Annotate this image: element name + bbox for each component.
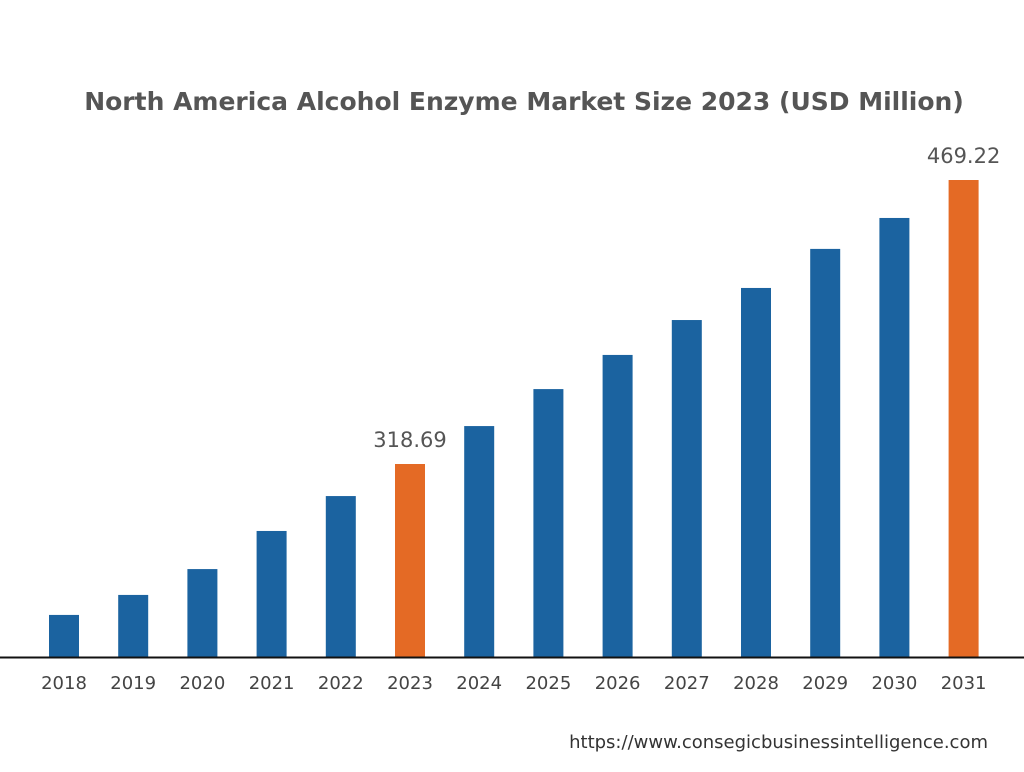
x-tick-label: 2028 [733, 673, 779, 694]
bar-2027 [671, 320, 702, 657]
bar-2021 [256, 530, 287, 657]
x-tick-label: 2030 [871, 673, 917, 694]
x-tick-label: 2031 [941, 673, 987, 694]
x-tick-label: 2019 [110, 673, 156, 694]
x-tick-label: 2029 [802, 673, 848, 694]
bar-2020 [187, 569, 218, 657]
data-label-2031: 469.22 [927, 144, 1000, 168]
bar-2019 [118, 594, 149, 657]
x-tick-label: 2025 [525, 673, 571, 694]
x-tick-label: 2023 [387, 673, 433, 694]
x-tick-label: 2026 [595, 673, 641, 694]
bar-2029 [810, 248, 841, 657]
x-tick-label: 2022 [318, 673, 364, 694]
bar-2023 [395, 464, 425, 657]
x-tick-label: 2020 [179, 673, 225, 694]
bar-2018 [49, 614, 79, 657]
x-tick-label: 2024 [456, 673, 502, 694]
data-label-2023: 318.69 [373, 428, 446, 452]
bar-2031 [948, 180, 979, 657]
source-url: https://www.consegicbusinessintelligence… [569, 732, 988, 753]
bar-2028 [741, 287, 771, 657]
x-tick-label: 2021 [249, 673, 295, 694]
x-tick-label: 2018 [41, 673, 87, 694]
bar-2026 [602, 354, 633, 657]
chart-title: North America Alcohol Enzyme Market Size… [84, 87, 964, 116]
bar-2022 [325, 496, 356, 657]
bar-2030 [879, 217, 910, 658]
bar-2024 [464, 426, 495, 657]
bar-2025 [533, 389, 564, 657]
x-tick-label: 2027 [664, 673, 710, 694]
